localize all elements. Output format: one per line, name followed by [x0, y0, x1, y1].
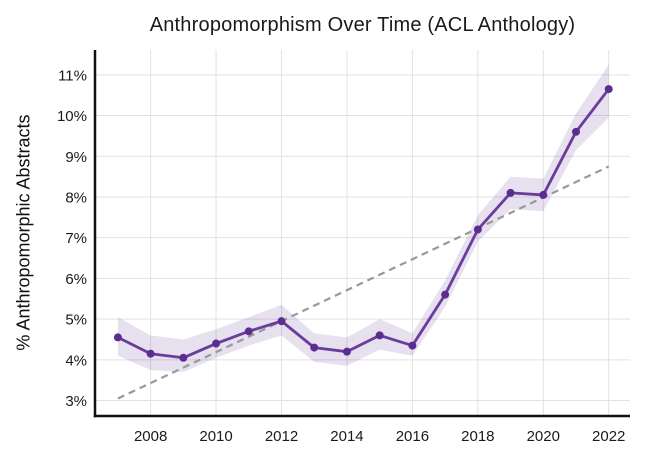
data-point	[113, 333, 122, 342]
x-tick-label: 2018	[461, 428, 494, 445]
data-point	[212, 339, 221, 348]
data-point	[408, 341, 417, 350]
y-tick-label: 11%	[58, 67, 87, 84]
x-tick-label: 2014	[330, 428, 363, 445]
y-tick-label: 7%	[65, 230, 87, 247]
x-tick-label: 2020	[527, 428, 560, 445]
data-point	[375, 331, 384, 340]
chart-title: Anthropomorphism Over Time (ACL Antholog…	[149, 14, 576, 36]
y-tick-label: 6%	[65, 271, 87, 288]
data-point	[277, 317, 286, 326]
data-point	[146, 349, 155, 358]
data-point	[441, 290, 450, 299]
y-tick-label: 3%	[65, 393, 87, 410]
data-point	[506, 188, 515, 197]
y-tick-label: 4%	[65, 352, 87, 369]
y-tick-label: 5%	[65, 312, 87, 329]
data-point	[310, 343, 319, 352]
x-tick-label: 2008	[134, 428, 167, 445]
data-point	[179, 353, 188, 362]
data-point	[473, 225, 482, 234]
trend-line	[117, 165, 610, 400]
data-point	[244, 327, 253, 336]
y-tick-label: 8%	[65, 189, 87, 206]
x-tick-label: 2022	[592, 428, 625, 445]
y-tick-label: 10%	[57, 108, 87, 125]
data-point	[342, 347, 351, 356]
data-point	[604, 85, 613, 94]
y-tick-label: 9%	[65, 149, 87, 166]
data-point	[572, 127, 581, 136]
data-point	[539, 190, 548, 199]
x-tick-label: 2012	[265, 428, 298, 445]
confidence-band	[117, 64, 609, 373]
series-line	[116, 87, 611, 360]
x-tick-label: 2010	[199, 428, 232, 445]
x-tick-label: 2016	[396, 428, 429, 445]
